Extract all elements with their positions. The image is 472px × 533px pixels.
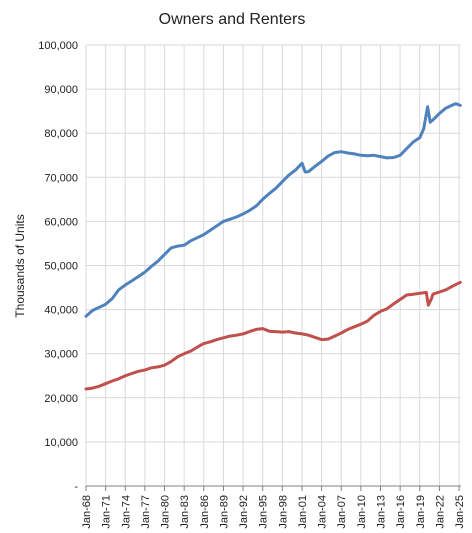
y-tick-label: 50,000: [44, 261, 78, 273]
series-line-0: [84, 102, 462, 318]
x-tick-label: Jan-92: [238, 495, 250, 529]
y-tick-label: 30,000: [44, 349, 78, 361]
x-tick-label: Jan-68: [81, 495, 93, 529]
x-tick-label: Jan-22: [434, 495, 446, 529]
axis-layer: - 10,000 20,000 30,000 40,000 50,000 60,000 70,…: [38, 40, 466, 529]
grid-layer: [85, 44, 461, 487]
y-tick-label: 10,000: [44, 437, 78, 449]
x-tick-label: Jan-86: [199, 495, 211, 529]
x-tick-label: Jan-71: [101, 495, 113, 529]
x-tick-label: Jan-25: [454, 495, 466, 529]
x-tick-label: Jan-07: [336, 495, 348, 529]
y-tick-label: 90,000: [44, 84, 78, 96]
x-tick-label: Jan-89: [218, 495, 230, 529]
y-tick-label: 40,000: [44, 305, 78, 317]
x-tick-label: Jan-19: [415, 495, 427, 529]
x-tick-label: Jan-10: [356, 495, 368, 529]
x-tick-label: Jan-98: [277, 495, 289, 529]
x-tick-label: Jan-77: [140, 495, 152, 529]
x-tick-label: Jan-74: [120, 495, 132, 529]
x-tick-label: Jan-04: [317, 495, 329, 529]
series-layer: [84, 102, 462, 391]
x-tick-label: Jan-01: [297, 495, 309, 529]
y-axis-title: Thousands of Units: [13, 214, 27, 317]
y-tick-label: 100,000: [38, 40, 78, 52]
chart-title: Owners and Renters: [159, 11, 306, 28]
y-tick-label: 70,000: [44, 172, 78, 184]
series-line-1: [84, 280, 462, 391]
x-tick-label: Jan-80: [160, 495, 172, 529]
y-tick-label: 60,000: [44, 216, 78, 228]
y-tick-label: 20,000: [44, 393, 78, 405]
x-tick-label: Jan-95: [258, 495, 270, 529]
y-tick-label: 80,000: [44, 128, 78, 140]
x-tick-label: Jan-83: [179, 495, 191, 529]
x-tick-label: Jan-13: [376, 495, 388, 529]
y-tick-label: -: [74, 481, 78, 493]
x-tick-label: Jan-16: [395, 495, 407, 529]
